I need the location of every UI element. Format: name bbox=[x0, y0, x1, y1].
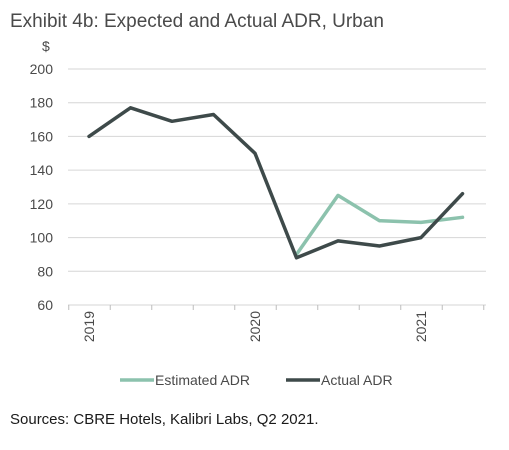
x-tick-label-2020: 2020 bbox=[247, 311, 263, 342]
x-tick-label-2021: 2021 bbox=[413, 311, 429, 342]
series-line-actual-adr bbox=[87, 106, 465, 260]
y-tick-label-200: 200 bbox=[30, 61, 54, 77]
y-tick-label-60: 60 bbox=[37, 297, 53, 313]
grid-lines bbox=[68, 68, 486, 306]
y-tick-label-80: 80 bbox=[37, 263, 53, 279]
source-note: Sources: CBRE Hotels, Kalibri Labs, Q2 2… bbox=[10, 411, 318, 428]
y-tick-label-120: 120 bbox=[30, 196, 54, 212]
chart-title: Exhibit 4b: Expected and Actual ADR, Urb… bbox=[10, 11, 384, 32]
x-tick-labels: 2019 2020 2021 bbox=[68, 305, 485, 342]
y-tick-labels: 60 80 100 120 140 160 180 200 bbox=[30, 61, 54, 313]
legend-label-1: Actual ADR bbox=[321, 372, 393, 388]
y-tick-label-160: 160 bbox=[30, 128, 54, 144]
y-tick-label-100: 100 bbox=[30, 230, 54, 246]
y-axis-unit: $ bbox=[42, 38, 50, 54]
x-tick-label-2019: 2019 bbox=[81, 311, 97, 342]
series-lines bbox=[87, 106, 465, 260]
legend: Estimated ADR Actual ADR bbox=[120, 372, 393, 388]
y-tick-label-140: 140 bbox=[30, 162, 54, 178]
legend-label-0: Estimated ADR bbox=[155, 372, 250, 388]
y-tick-label-180: 180 bbox=[30, 95, 54, 111]
